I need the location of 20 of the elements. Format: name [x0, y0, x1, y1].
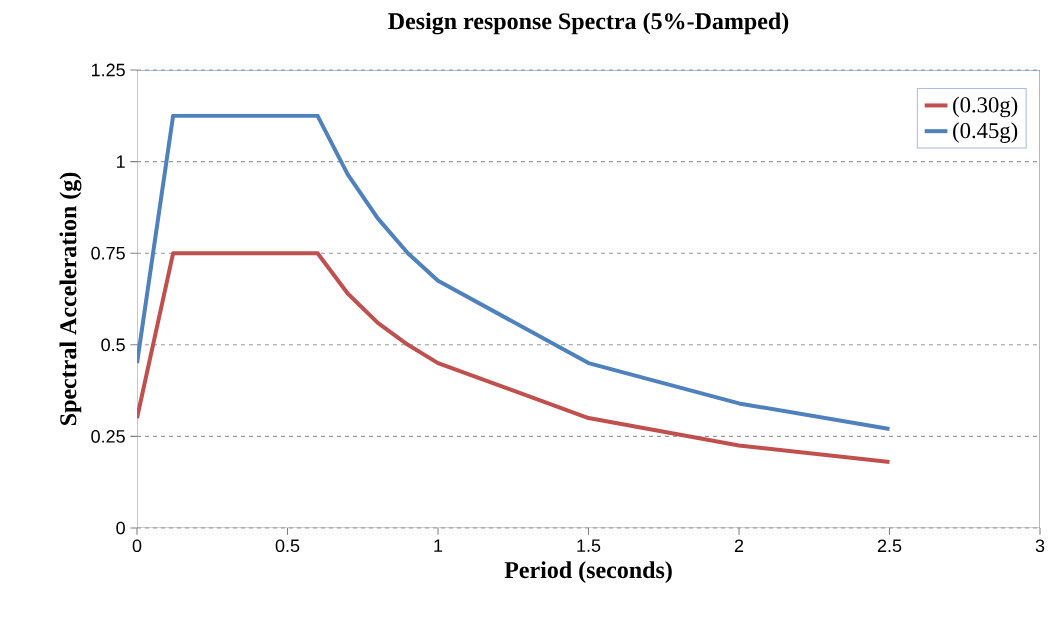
line-series	[137, 113, 892, 432]
x-tick-label: 1.5	[577, 539, 601, 552]
y-tick-label: 0.75	[91, 246, 125, 260]
x-tick-label: 1	[434, 539, 443, 552]
x-tick-label: 3	[1035, 539, 1045, 553]
chart-title: Design response Spectra (5%-Damped)	[388, 12, 789, 35]
y-axis-title: Spectral Acceleration (g)	[59, 172, 82, 426]
x-tick-label: 0	[132, 539, 142, 553]
legend-label: (0.45g)	[953, 122, 1018, 143]
y-tick-label: 0	[116, 521, 125, 535]
y-tick-label: 0.25	[91, 430, 125, 443]
y-tick-label: 1.25	[91, 63, 125, 77]
x-tick-label: 2.5	[877, 539, 902, 553]
legend-label: (0.30g)	[953, 96, 1018, 118]
x-tick-label: 0.5	[275, 539, 300, 553]
x-tick-label: 2	[734, 539, 744, 552]
y-tick-label: 0.5	[101, 338, 125, 352]
x-axis-title: Period (seconds)	[504, 561, 672, 584]
line-series	[137, 251, 892, 465]
y-tick-label: 1	[116, 155, 125, 168]
